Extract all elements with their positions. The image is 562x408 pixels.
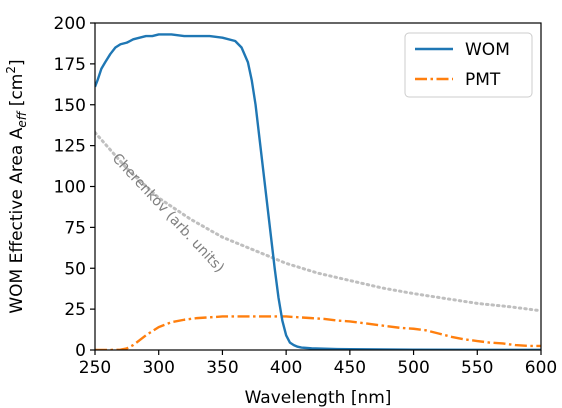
- x-tick-label: 550: [461, 358, 493, 378]
- y-tick-label: 75: [64, 218, 86, 238]
- x-tick-label: 400: [270, 358, 302, 378]
- x-tick-label: 300: [142, 358, 174, 378]
- cherenkov-curve: [95, 131, 541, 313]
- wom-curve: [95, 33, 541, 350]
- x-axis-label: Wavelength [nm]: [245, 388, 392, 408]
- y-tick-label: 50: [64, 259, 86, 279]
- plot-annotations: Cherenkov (arb. units): [109, 151, 227, 276]
- y-axis-ticks: 0 25 50 75 100 125 150 175 200: [54, 14, 95, 361]
- x-axis-ticks: 250 300 350 400 450 500 550 600: [79, 350, 557, 378]
- y-tick-label: 175: [54, 55, 86, 75]
- y-tick-label: 125: [54, 137, 86, 157]
- wom-legend-label: WOM: [465, 40, 510, 60]
- pmt-legend-label: PMT: [465, 70, 501, 90]
- y-tick-label: 100: [54, 178, 86, 198]
- y-axis-label: WOM Effective Area Aeff [cm2]: [4, 59, 29, 313]
- x-tick-label: 500: [397, 358, 429, 378]
- pmt-curve: [95, 315, 541, 350]
- y-tick-label: 200: [54, 14, 86, 34]
- y-tick-label: 25: [64, 300, 86, 320]
- x-tick-label: 350: [206, 358, 238, 378]
- cherenkov-annotation: Cherenkov (arb. units): [109, 151, 227, 276]
- plot-curves: [95, 33, 541, 350]
- y-tick-label: 150: [54, 96, 86, 116]
- x-tick-label: 250: [79, 358, 111, 378]
- x-tick-label: 450: [334, 358, 366, 378]
- legend: WOM PMT: [404, 32, 533, 98]
- x-tick-label: 600: [525, 358, 557, 378]
- y-tick-label: 0: [75, 341, 86, 361]
